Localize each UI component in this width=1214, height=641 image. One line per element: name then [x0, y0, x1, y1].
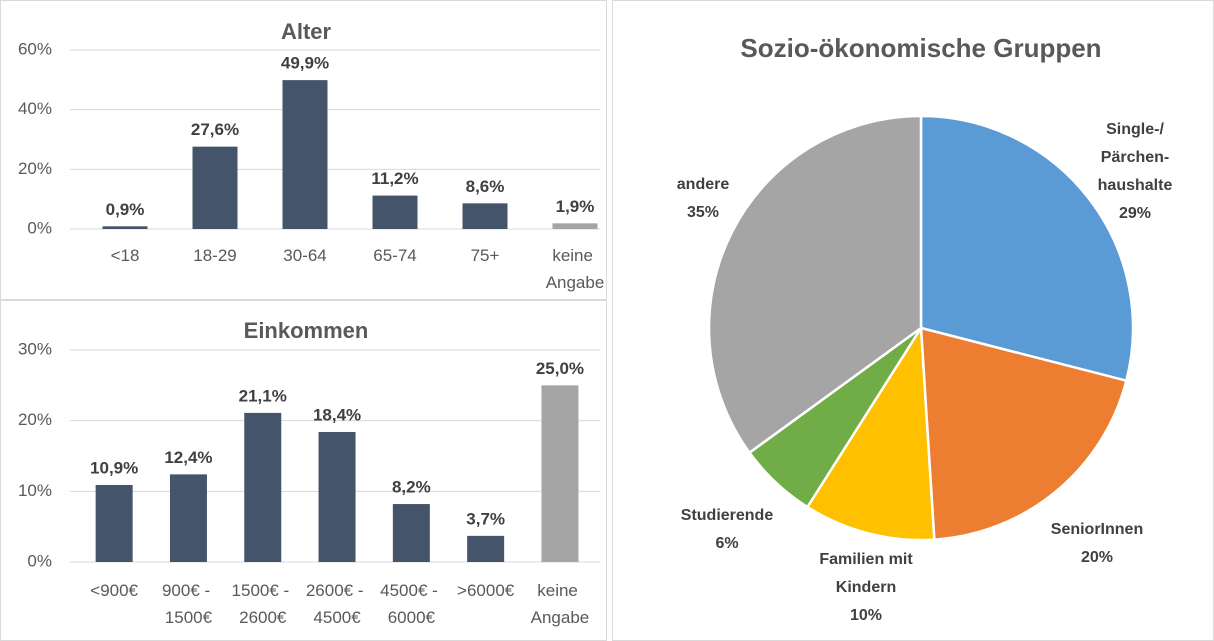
data-label: 10,9%	[90, 458, 138, 477]
slice-label: Familien mit	[819, 551, 913, 568]
pie-slice	[919, 326, 1128, 541]
bar	[462, 203, 508, 229]
chart-title: Alter	[281, 19, 332, 44]
data-label: 1,9%	[556, 197, 595, 216]
panel	[0, 0, 607, 300]
chart-title: Sozio-ökonomische Gruppen	[740, 33, 1101, 63]
y-tick-label: 30%	[18, 339, 52, 358]
data-label: 8,6%	[466, 177, 505, 196]
pie-slice	[707, 114, 923, 455]
x-tick-label: 2600€ - 4500€	[306, 581, 368, 627]
y-tick-label: 20%	[18, 159, 52, 178]
data-label: 25,0%	[536, 359, 584, 378]
data-label: 21,1%	[239, 386, 287, 405]
data-label: 18,4%	[313, 405, 361, 424]
bar	[102, 226, 148, 229]
bar	[392, 504, 430, 562]
slice-value: 20%	[1081, 549, 1113, 566]
data-label: 3,7%	[466, 509, 505, 528]
x-tick-label: 900€ - 1500€	[162, 581, 215, 627]
x-tick-label: 4500€ - 6000€	[380, 581, 442, 627]
bar	[372, 195, 418, 229]
pie-slice	[919, 114, 1135, 383]
data-label: 27,6%	[191, 120, 239, 139]
y-tick-label: 0%	[27, 218, 52, 237]
bar	[541, 385, 579, 562]
bar	[282, 80, 328, 229]
slice-label: andere	[677, 176, 730, 193]
slice-label: haushalte	[1098, 177, 1173, 194]
y-tick-label: 40%	[18, 99, 52, 118]
bar	[552, 223, 598, 229]
slice-value: 35%	[687, 204, 719, 221]
slice-value: 6%	[715, 535, 738, 552]
slice-label: Kindern	[836, 579, 896, 596]
data-label: 11,2%	[371, 169, 418, 188]
y-tick-label: 60%	[18, 39, 52, 58]
bar	[467, 535, 505, 562]
data-label: 12,4%	[164, 448, 212, 467]
bar	[169, 474, 207, 562]
slice-value: 29%	[1119, 205, 1151, 222]
x-tick-label: keine Angabe	[531, 581, 590, 627]
slice-label: Studierende	[681, 507, 774, 524]
x-tick-label: 75+	[471, 246, 500, 265]
slice-value: 10%	[850, 607, 882, 624]
x-tick-label: >6000€	[457, 581, 515, 600]
x-tick-label: 1500€ - 2600€	[232, 581, 294, 627]
x-tick-label: 30-64	[283, 246, 326, 265]
data-label: 8,2%	[392, 478, 431, 497]
bar	[192, 146, 238, 229]
x-tick-label: <900€	[90, 581, 138, 600]
x-tick-label: keine Angabe	[546, 246, 605, 292]
slice-label: Single-/	[1106, 121, 1164, 138]
data-label: 49,9%	[281, 54, 329, 73]
x-tick-label: <18	[111, 246, 140, 265]
slice-label: SeniorInnen	[1051, 521, 1143, 538]
x-tick-label: 65-74	[373, 246, 416, 265]
y-tick-label: 20%	[18, 410, 52, 429]
pie-slice	[805, 324, 936, 542]
bar	[95, 484, 133, 562]
bar	[318, 431, 356, 562]
y-tick-label: 0%	[27, 551, 52, 570]
bar	[244, 412, 282, 562]
chart-title: Einkommen	[244, 318, 369, 343]
x-tick-label: 18-29	[193, 246, 236, 265]
slice-label: Pärchen-	[1101, 149, 1169, 166]
y-tick-label: 10%	[18, 481, 52, 500]
data-label: 0,9%	[106, 200, 145, 219]
